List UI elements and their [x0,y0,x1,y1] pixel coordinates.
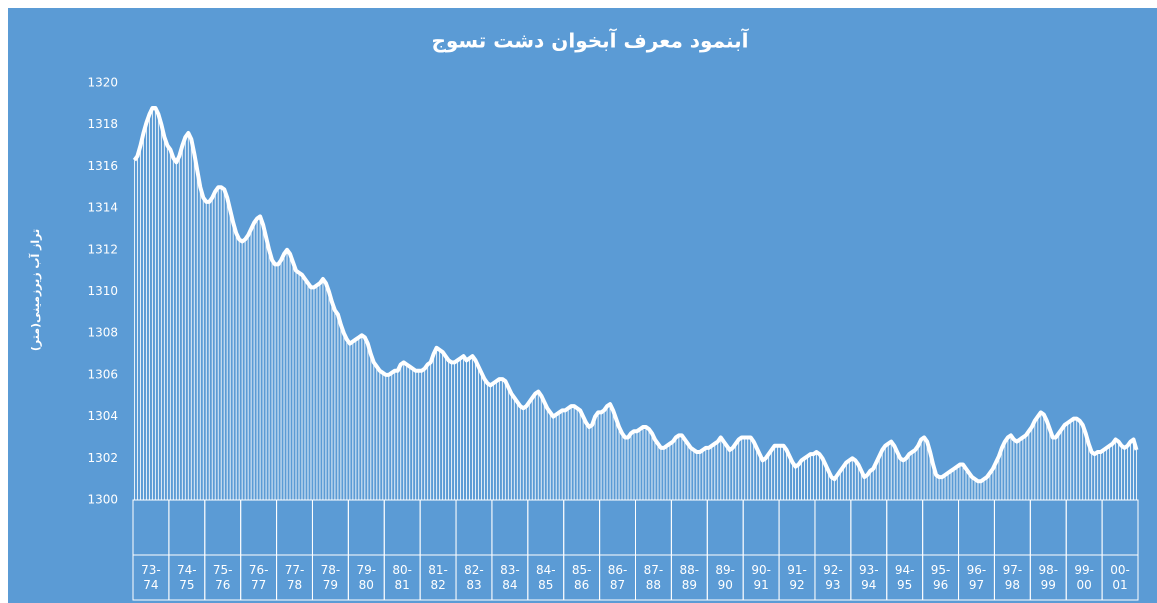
x-tick-label: 73-74 [141,563,161,592]
y-tick-label: 1300 [87,493,118,507]
x-tick-label: 93-94 [858,563,879,592]
x-tick-label: 74-75 [177,563,197,592]
y-tick-label: 1308 [87,326,118,340]
x-tick-label: 81-82 [428,563,448,592]
y-axis-title: تراز آب زیرزمینی(متر) [28,229,42,351]
x-tick-label: 96-97 [966,563,987,592]
chart-title: آبنمود معرف آبخوان دشت تسوج [431,28,749,53]
x-tick-label: 98-99 [1038,563,1059,592]
x-tick-label: 97-98 [1002,563,1023,592]
x-tick-label: 91-92 [787,563,807,592]
x-tick-label: 77-78 [284,563,305,592]
y-tick-label: 1314 [87,201,118,215]
x-tick-label: 80-81 [392,563,412,592]
y-tick-label: 1316 [87,159,118,173]
category-box [1101,499,1139,601]
x-tick-label: 82-83 [464,563,484,592]
y-tick-label: 1320 [87,76,118,90]
x-tick-label: 76-77 [248,563,269,592]
chart-background [8,8,1157,603]
x-tick-label: 88-89 [679,563,700,592]
x-tick-label: 83-84 [500,563,520,592]
y-tick-label: 1310 [87,284,118,298]
x-tick-label: 86-87 [607,563,628,592]
y-tick-label: 1312 [87,242,118,256]
x-tick-label: 90-91 [751,563,771,592]
x-tick-label: 95-96 [930,563,951,592]
y-tick-label: 1304 [87,409,118,423]
x-tick-label: 87-88 [643,563,664,592]
x-tick-label: 00-01 [1110,563,1130,592]
x-tick-label: 79-80 [356,563,377,592]
x-tick-label: 84-85 [535,563,556,592]
x-tick-label: 78-79 [320,563,341,592]
x-tick-label: 89-90 [715,563,736,592]
x-tick-label: 75-76 [212,563,233,592]
x-tick-label: 94-95 [894,563,915,592]
line [132,106,1139,484]
y-tick-label: 1302 [87,451,118,465]
y-tick-label: 1306 [87,367,118,381]
x-tick-label: 92-93 [823,563,843,592]
x-tick-label: 99-00 [1074,563,1094,592]
x-tick-label: 85-86 [571,563,592,592]
y-tick-label: 1318 [87,117,118,131]
